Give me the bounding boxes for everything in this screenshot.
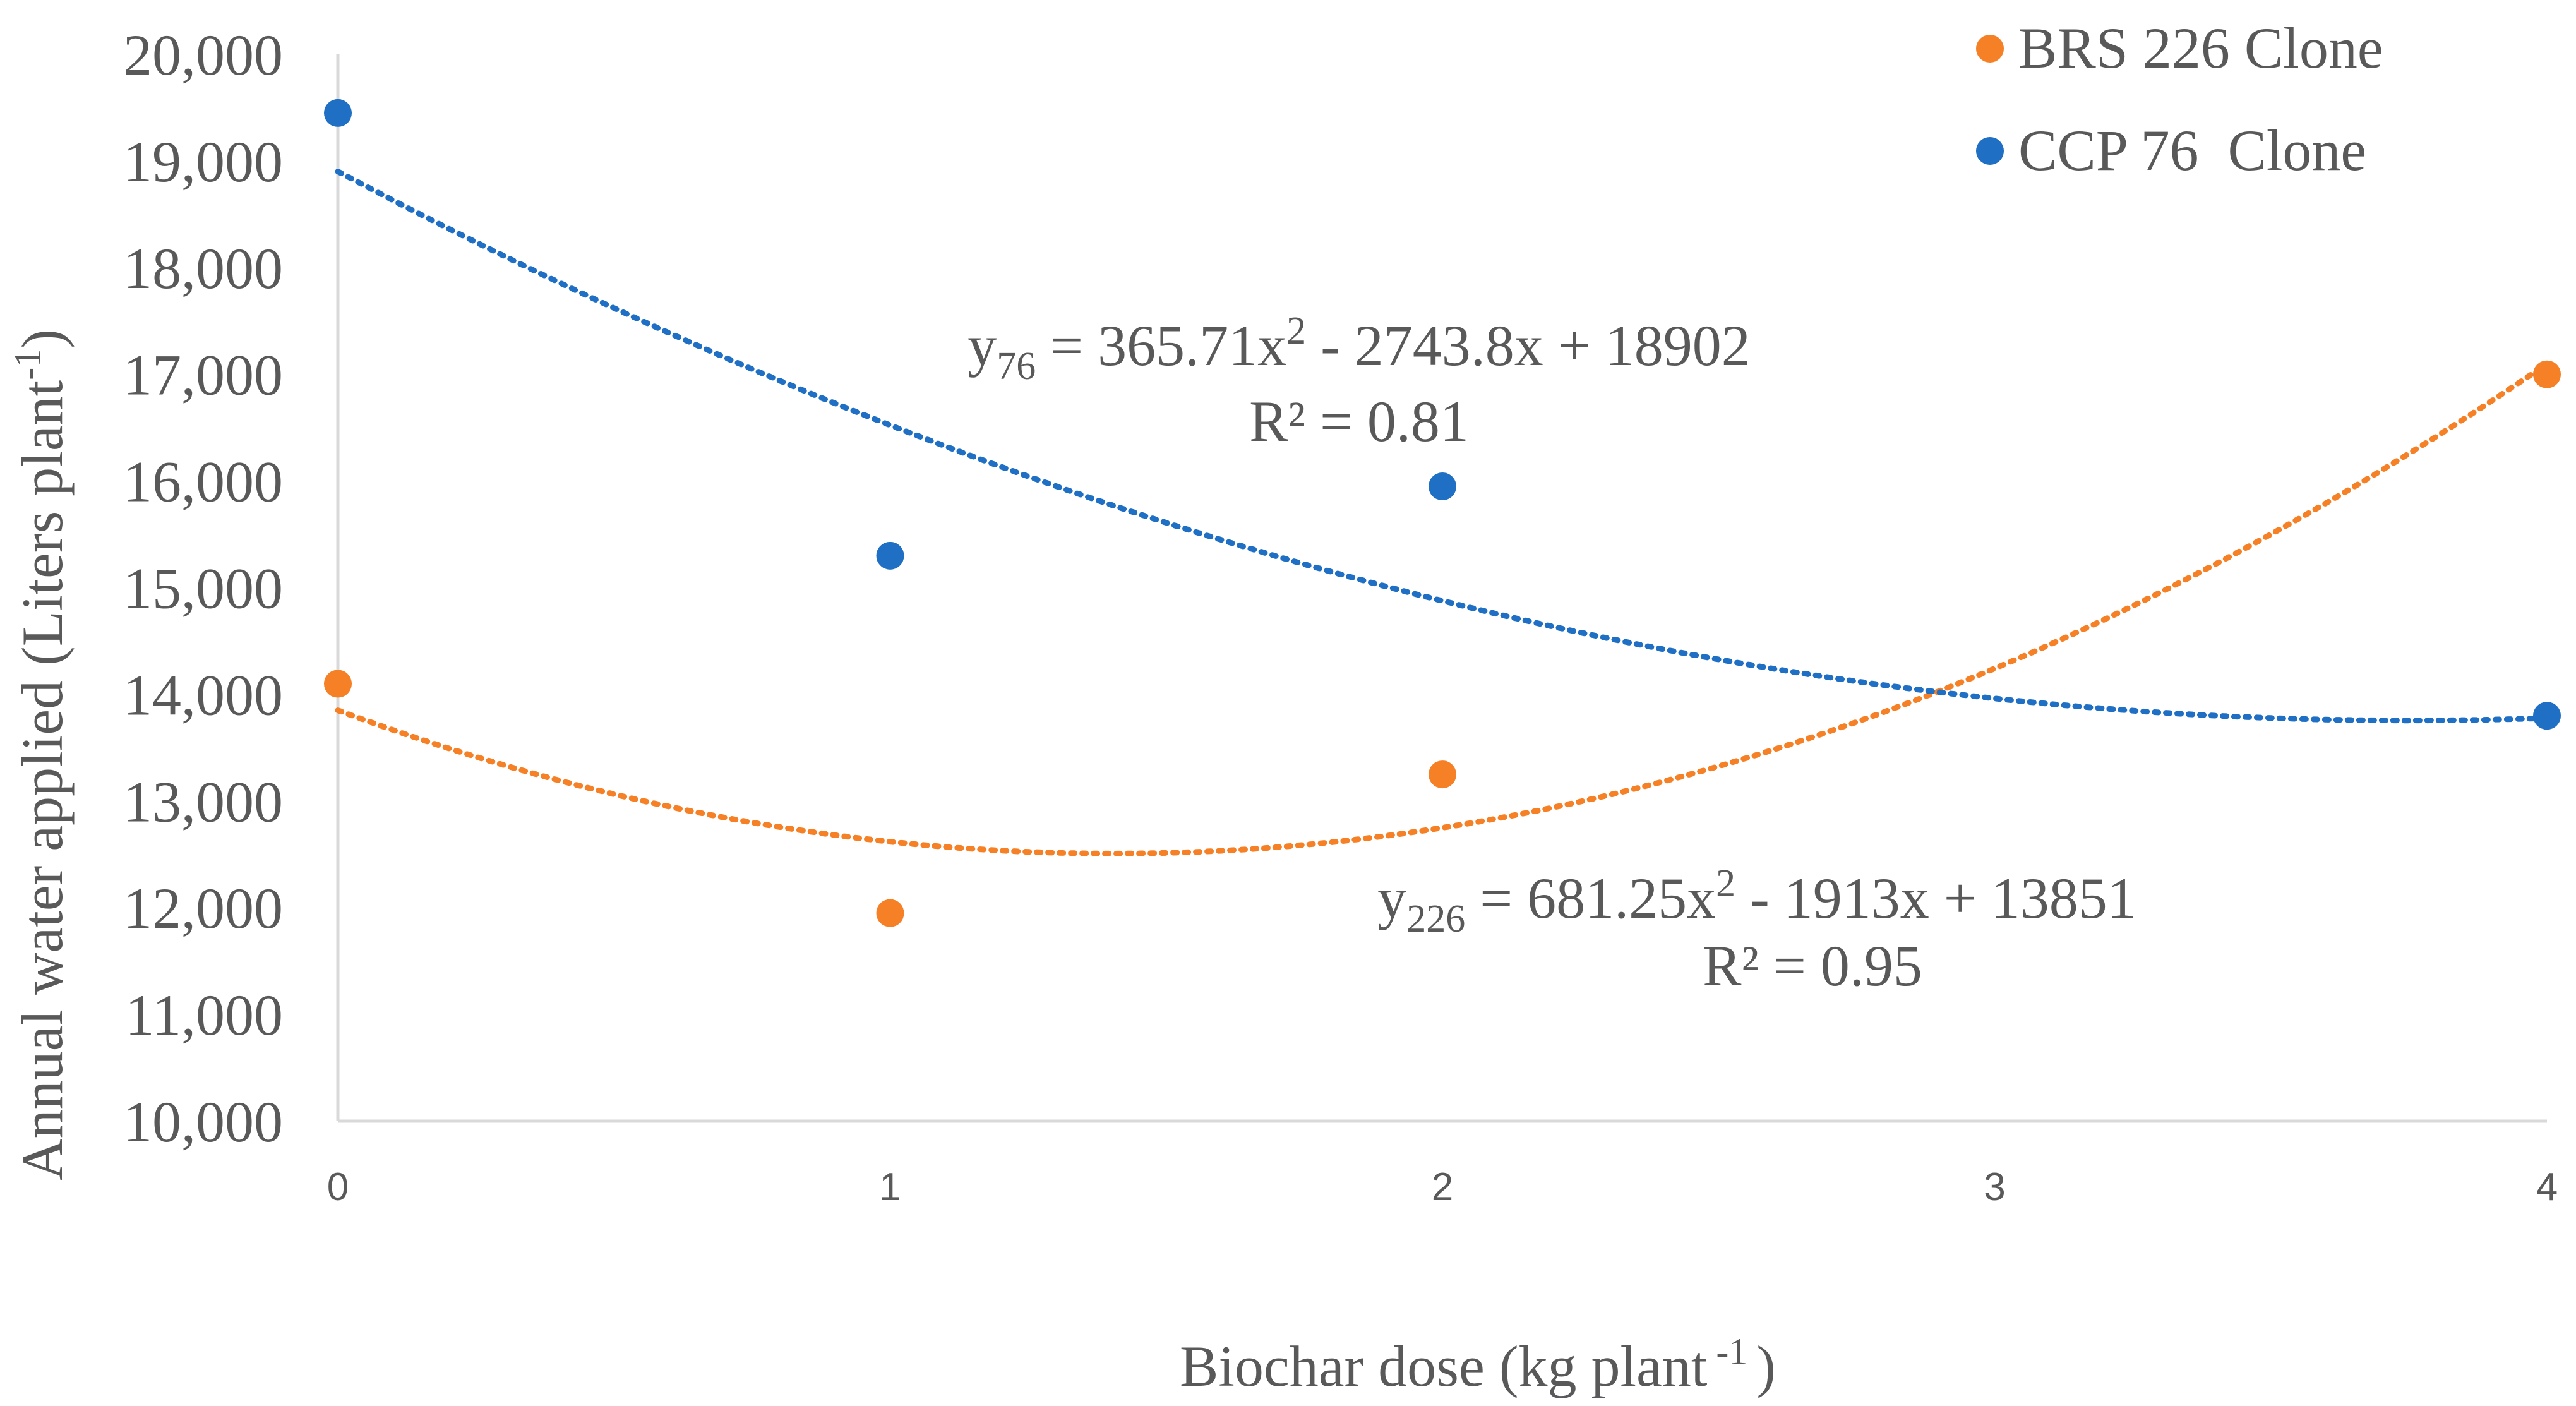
data-point-brs226 bbox=[2533, 360, 2561, 388]
equation-brs226: y226 = 681.25x2 - 1913x + 13851 R² = 0.9… bbox=[1377, 862, 2136, 998]
r2-brs226: R² = 0.95 bbox=[1703, 934, 1922, 998]
data-point-ccp76 bbox=[2533, 702, 2561, 730]
y-tick-label: 20,000 bbox=[123, 23, 283, 87]
legend-label-ccp76: CCP 76 Clone bbox=[2018, 118, 2366, 183]
svg-text:y226 = 681.25x2 - 1913x + 1385: y226 = 681.25x2 - 1913x + 13851 bbox=[1377, 862, 2136, 940]
r2-ccp76: R² = 0.81 bbox=[1249, 389, 1469, 454]
y-tick-label: 16,000 bbox=[123, 450, 283, 514]
y-tick-label: 13,000 bbox=[123, 769, 283, 834]
data-point-brs226 bbox=[1429, 760, 1456, 789]
legend-marker-ccp76 bbox=[1976, 137, 2004, 165]
trendlines bbox=[335, 169, 2550, 856]
legend-marker-brs226 bbox=[1976, 35, 2004, 63]
data-point-ccp76 bbox=[876, 541, 904, 570]
x-axis-label: Biochar dose (kg plant -1) bbox=[1180, 1331, 1776, 1398]
svg-text:y76 = 365.71x2 - 2743.8x + 189: y76 = 365.71x2 - 2743.8x + 18902 bbox=[967, 309, 1750, 388]
x-tick-label: 3 bbox=[1984, 1165, 2005, 1209]
equation-ccp76: y76 = 365.71x2 - 2743.8x + 18902 R² = 0.… bbox=[967, 309, 1750, 454]
trendline-brs226 bbox=[335, 361, 2550, 856]
y-tick-label: 14,000 bbox=[123, 663, 283, 727]
y-tick-label: 19,000 bbox=[123, 129, 283, 194]
tick-labels: 10,000 11,000 12,000 13,000 14,000 15,000 16,0… bbox=[123, 23, 2558, 1209]
y-tick-label: 15,000 bbox=[123, 556, 283, 621]
x-tick-label: 4 bbox=[2536, 1165, 2558, 1209]
y-tick-label: 10,000 bbox=[123, 1090, 283, 1154]
y-axis-label: Annual water applied (Liters plant-1) bbox=[7, 329, 75, 1181]
y-tick-label: 11,000 bbox=[125, 983, 283, 1047]
y-tick-label: 12,000 bbox=[123, 876, 283, 940]
y-tick-label: 17,000 bbox=[123, 343, 283, 407]
legend-label-brs226: BRS 226 Clone bbox=[2018, 16, 2383, 80]
data-point-ccp76 bbox=[1429, 472, 1456, 501]
legend: BRS 226 Clone CCP 76 Clone bbox=[1976, 16, 2383, 183]
data-point-ccp76 bbox=[324, 99, 352, 127]
plot-area bbox=[336, 54, 2547, 1123]
data-point-brs226 bbox=[876, 899, 904, 927]
data-point-brs226 bbox=[324, 670, 352, 698]
data-points bbox=[324, 99, 2561, 927]
trendline-ccp76 bbox=[335, 169, 2550, 724]
x-tick-label: 1 bbox=[879, 1165, 901, 1209]
x-tick-label: 0 bbox=[327, 1165, 349, 1209]
x-tick-label: 2 bbox=[1432, 1165, 1453, 1209]
y-tick-label: 18,000 bbox=[123, 236, 283, 301]
